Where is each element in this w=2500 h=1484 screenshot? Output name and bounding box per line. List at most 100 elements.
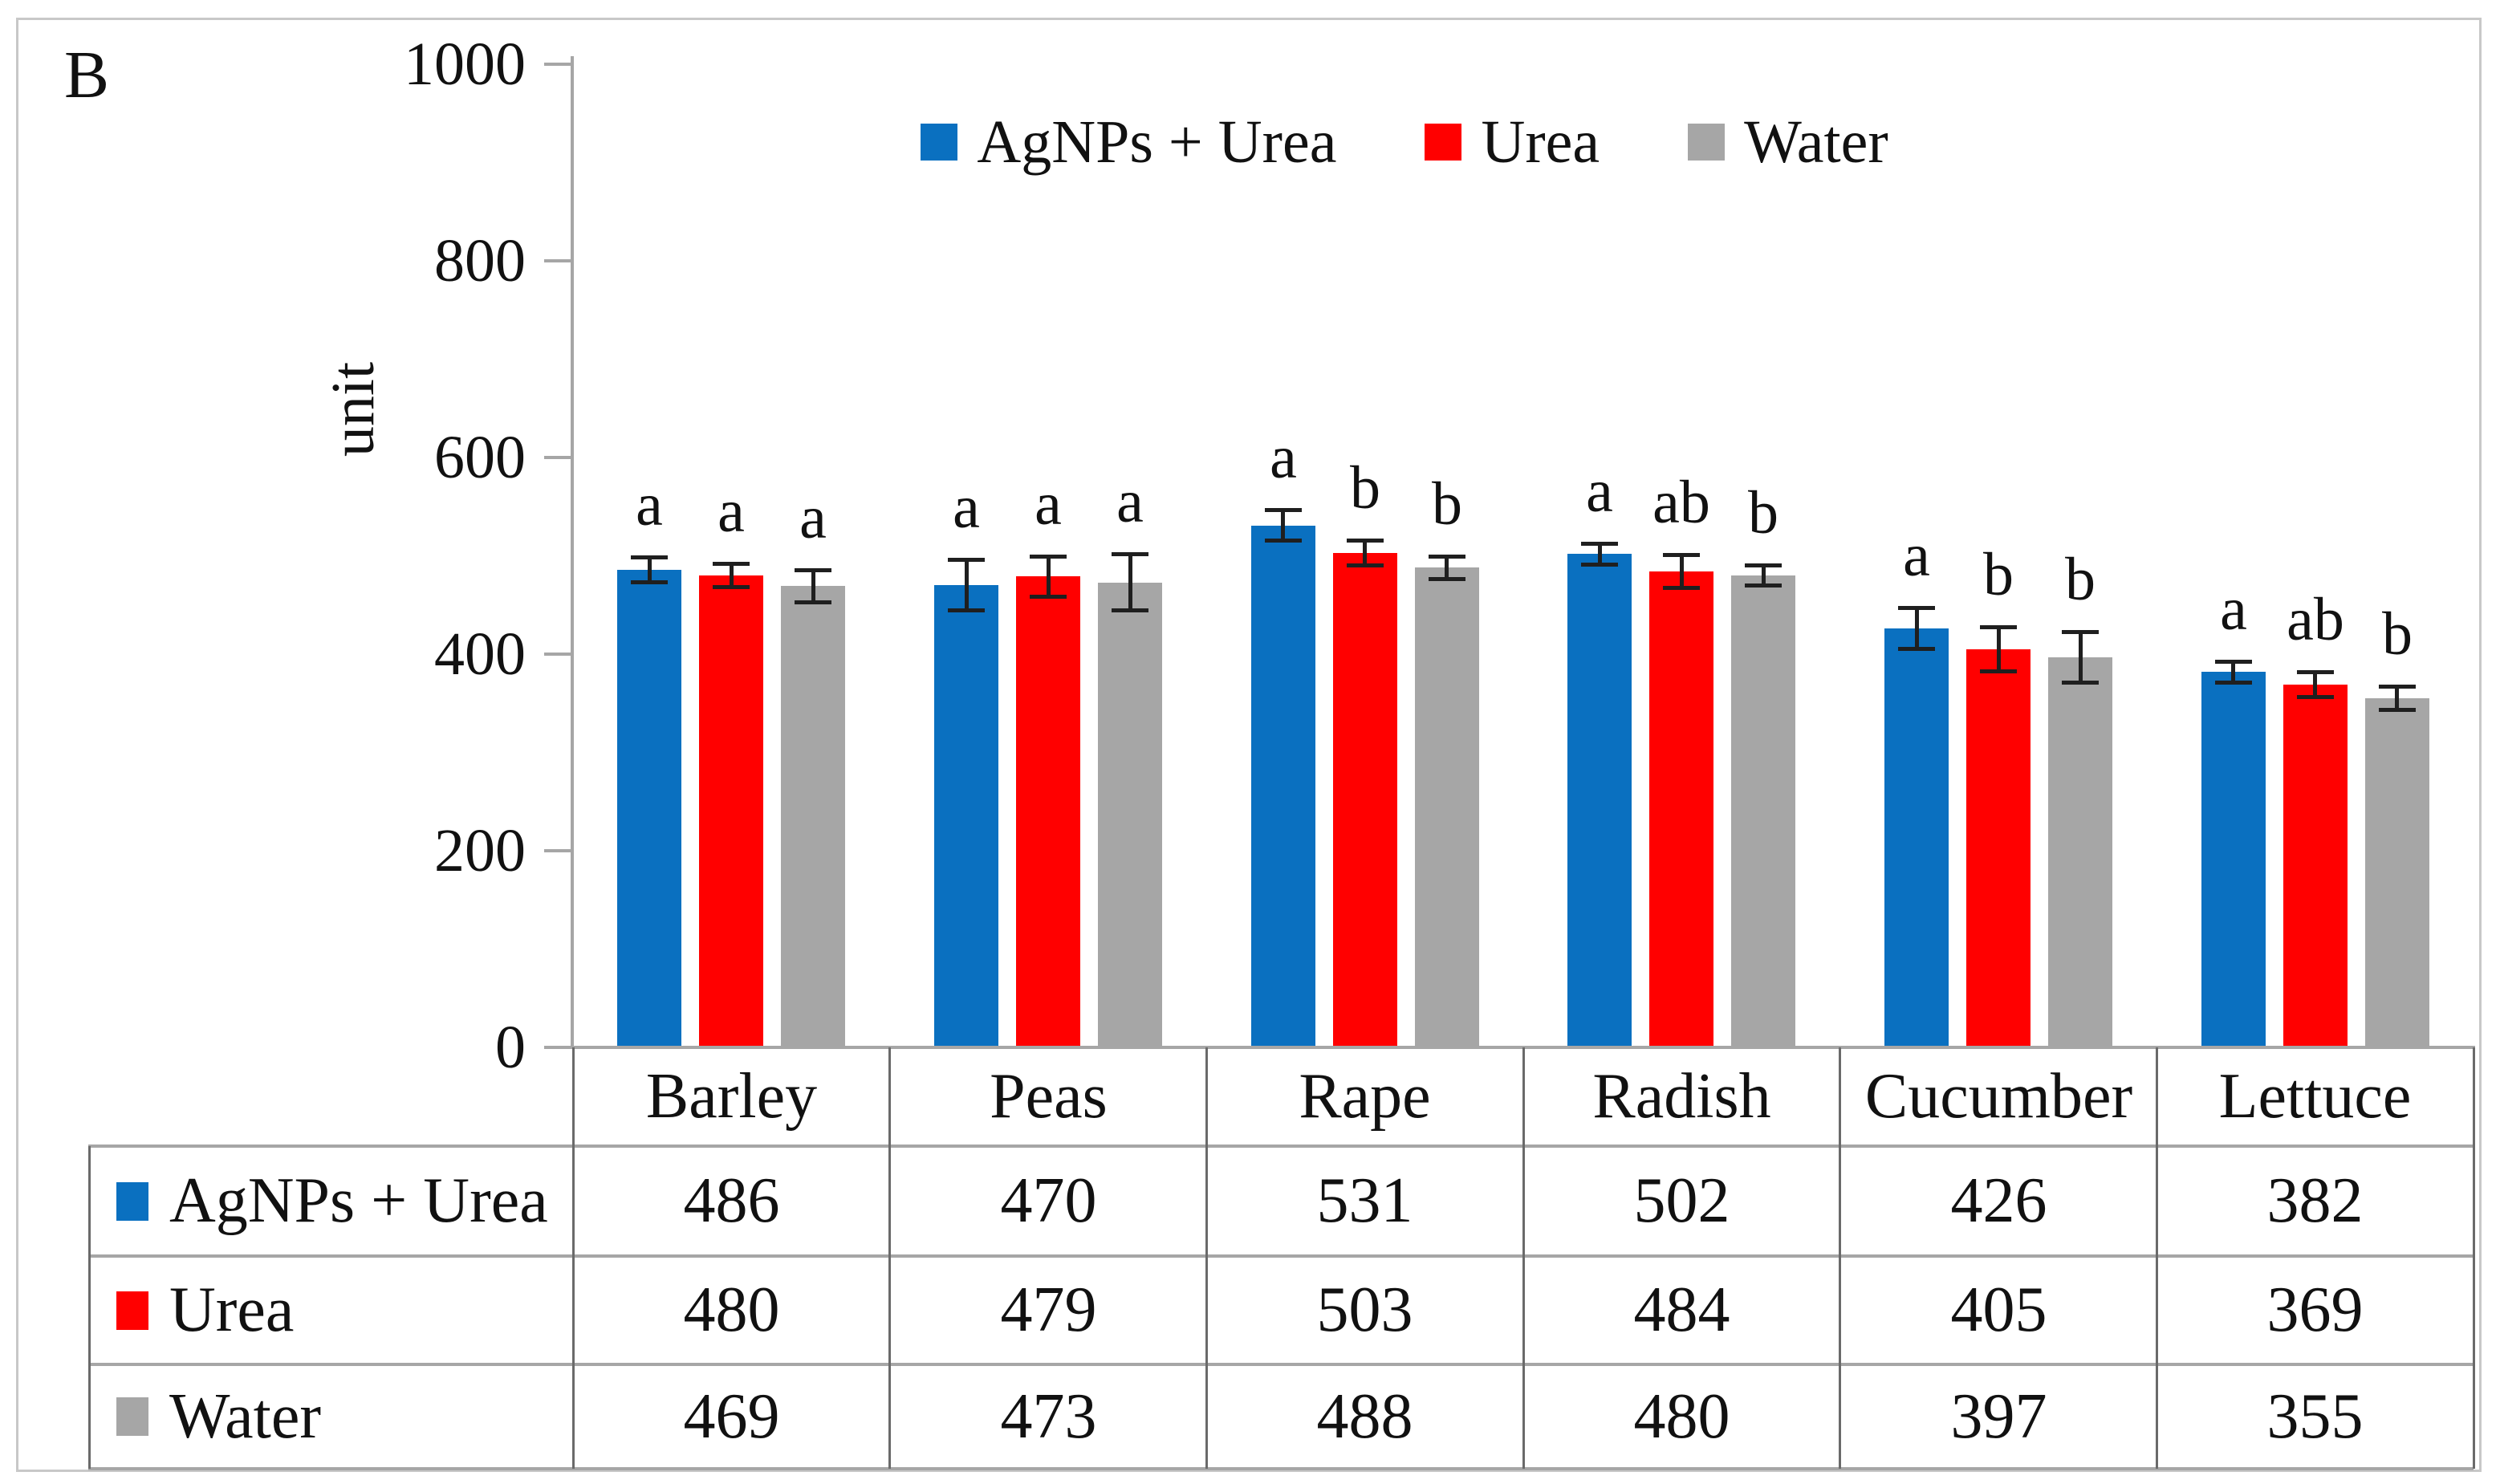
error-bar-cap — [1663, 586, 1700, 590]
error-bar-cap — [2379, 685, 2416, 689]
significance-letter: a — [1270, 424, 1297, 491]
table-vline — [1839, 1047, 1841, 1469]
legend-swatch-icon — [921, 124, 958, 161]
error-bar-stem — [1598, 543, 1602, 565]
legend-swatch-icon — [1425, 124, 1462, 161]
table-hline — [88, 1363, 2474, 1366]
table-row-header-urea: Urea — [91, 1259, 571, 1361]
panel-label: B — [64, 38, 110, 112]
table-category-header-cucumber: Cucumber — [1864, 1061, 2133, 1132]
y-tick-label: 600 — [434, 424, 526, 491]
error-bar-cap — [2062, 630, 2099, 634]
significance-letter: b — [1432, 470, 1462, 538]
significance-letter: b — [1983, 541, 2014, 608]
error-bar-stem — [811, 570, 815, 604]
error-bar-cap — [1265, 508, 1302, 512]
bar-agnps-urea-lettuce — [2201, 672, 2266, 1047]
error-bar-stem — [1281, 510, 1285, 541]
significance-letter: a — [1116, 468, 1144, 535]
y-axis-tick — [544, 63, 573, 66]
y-axis-title: unit — [319, 361, 387, 457]
table-category-header-radish: Radish — [1592, 1061, 1771, 1132]
error-bar-cap — [631, 580, 668, 584]
error-bar-cap — [1030, 595, 1067, 599]
error-bar-cap — [1347, 539, 1384, 543]
bar-water-cucumber — [2048, 657, 2112, 1047]
error-bar-stem — [1915, 608, 1919, 648]
y-axis-tick — [544, 653, 573, 656]
bar-agnps-urea-cucumber — [1884, 628, 1949, 1047]
significance-letter: b — [2382, 600, 2413, 668]
legend-item-water: Water — [1688, 112, 1888, 173]
significance-letter: a — [953, 474, 980, 541]
significance-letter: a — [636, 471, 663, 539]
error-bar-stem — [2231, 661, 2235, 683]
table-cell-urea-rape: 503 — [1316, 1275, 1413, 1345]
table-cell-water-peas: 473 — [1000, 1380, 1097, 1452]
legend-label: AgNPs + Urea — [977, 108, 1337, 176]
bar-urea-cucumber — [1966, 649, 2030, 1047]
error-bar-cap — [795, 600, 831, 604]
table-cell-urea-barley: 480 — [683, 1275, 780, 1345]
error-bar-cap — [2379, 708, 2416, 712]
table-cell-urea-radish: 484 — [1633, 1275, 1730, 1345]
error-bar-stem — [1047, 556, 1051, 597]
table-cell-agnps-urea-rape: 531 — [1316, 1165, 1413, 1236]
error-bar-cap — [2215, 681, 2252, 685]
error-bar-cap — [1347, 563, 1384, 567]
series-name: Water — [169, 1380, 321, 1452]
error-bar-cap — [1898, 606, 1935, 610]
series-swatch-icon — [116, 1291, 148, 1330]
table-vline — [2156, 1047, 2158, 1469]
error-bar-cap — [1581, 542, 1618, 546]
y-tick-label: 400 — [434, 620, 526, 688]
error-bar-stem — [2313, 672, 2317, 697]
y-tick-label: 800 — [434, 227, 526, 295]
error-bar-cap — [2062, 681, 2099, 685]
error-bar-cap — [1429, 555, 1465, 559]
bar-urea-barley — [699, 575, 763, 1047]
significance-letter: b — [1748, 479, 1778, 547]
table-vline — [88, 1146, 91, 1469]
error-bar-cap — [631, 555, 668, 559]
series-swatch-icon — [116, 1181, 148, 1221]
bar-water-rape — [1415, 567, 1479, 1047]
y-axis-tick — [544, 456, 573, 459]
table-cell-agnps-urea-barley: 486 — [683, 1165, 780, 1236]
y-axis-tick — [544, 259, 573, 262]
error-bar-cap — [713, 585, 750, 589]
table-cell-agnps-urea-radish: 502 — [1633, 1165, 1730, 1236]
table-category-header-peas: Peas — [990, 1061, 1108, 1132]
error-bar-stem — [965, 559, 969, 611]
table-cell-urea-peas: 479 — [1000, 1275, 1097, 1345]
error-bar-cap — [1112, 552, 1148, 556]
significance-letter: b — [1350, 454, 1380, 522]
significance-letter: a — [1586, 457, 1613, 525]
error-bar-cap — [2297, 695, 2334, 699]
error-bar-cap — [1265, 539, 1302, 543]
bar-urea-radish — [1649, 571, 1713, 1047]
table-vline — [572, 1047, 575, 1469]
table-row-header-water: Water — [91, 1368, 571, 1466]
series-name: AgNPs + Urea — [169, 1165, 548, 1236]
bar-urea-peas — [1016, 576, 1080, 1047]
series-swatch-icon — [116, 1397, 148, 1436]
error-bar-cap — [795, 568, 831, 572]
significance-letter: ab — [1652, 469, 1710, 536]
bar-agnps-urea-rape — [1251, 526, 1315, 1047]
bar-water-radish — [1731, 575, 1795, 1047]
error-bar-stem — [1762, 565, 1766, 587]
table-cell-water-rape: 488 — [1316, 1380, 1413, 1452]
figure-border — [16, 18, 2482, 1472]
table-hline — [88, 1467, 2474, 1470]
y-tick-label: 1000 — [404, 30, 526, 98]
error-bar-cap — [1030, 555, 1067, 559]
table-hline — [88, 1145, 2474, 1148]
y-tick-label: 200 — [434, 817, 526, 884]
chart-legend: AgNPs + Urea Urea Water — [321, 108, 2488, 176]
error-bar-cap — [1745, 563, 1782, 567]
error-bar-cap — [948, 608, 985, 612]
error-bar-stem — [1680, 555, 1684, 588]
table-vline — [1205, 1047, 1208, 1469]
